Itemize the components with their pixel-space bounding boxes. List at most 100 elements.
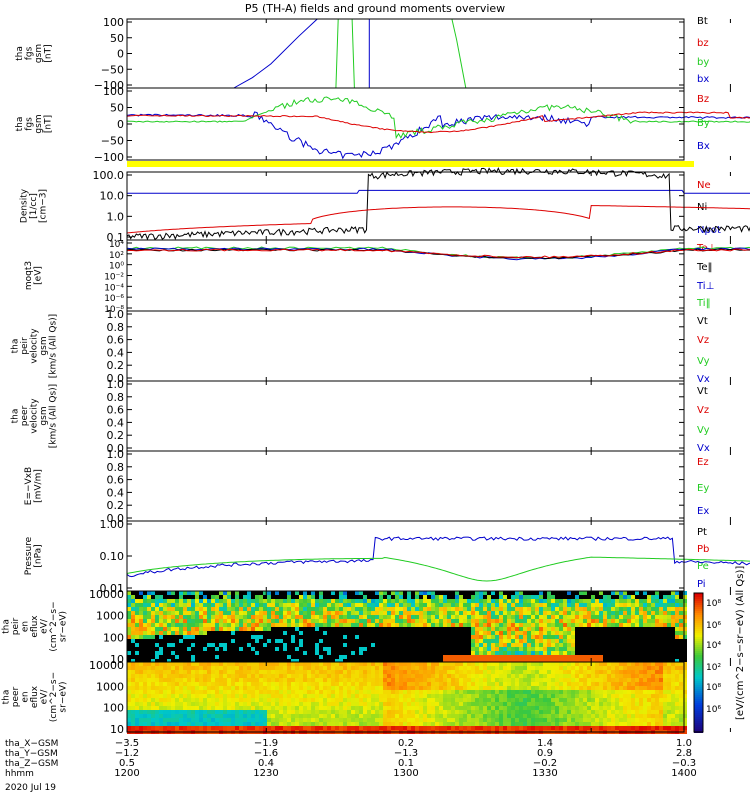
colorbar-cell (694, 723, 703, 725)
series-by (451, 18, 467, 89)
ylabel-line: gsm (34, 114, 44, 133)
ylabel-line: eflux (30, 615, 40, 638)
legend-Pi: Pi (697, 579, 706, 590)
colorbar-cell (694, 711, 703, 713)
colorbar-cell (694, 653, 703, 655)
xaxis-value: 1330 (532, 768, 557, 779)
ytick-label: 0.10 (100, 550, 125, 563)
panel-frame (126, 450, 685, 522)
colorbar-cell (694, 647, 703, 649)
ytick-label: 0.8 (107, 461, 125, 474)
colorbar-cell (694, 623, 703, 625)
colorbar-cell (694, 627, 703, 629)
colorbar-cell (694, 687, 703, 689)
series-Ni (126, 167, 750, 241)
ylabel-peer-spectrogram: tha peer en eflux eV/(cm^2−s− sr−eV) (2, 672, 69, 722)
panel-frame (126, 18, 685, 89)
ylabel-line: peer (11, 686, 21, 707)
ylabel-line: tha (15, 46, 25, 61)
colorbar-cell (694, 709, 703, 711)
xaxis-value: 1300 (393, 768, 418, 779)
legend-Ez: Ez (697, 457, 709, 468)
ylabel-line: [eV] (34, 266, 44, 285)
xaxis-value: −1.9 (254, 738, 278, 749)
ylabel-pressure: Pressure [nPa] (24, 536, 44, 575)
ytick-label: 100 (103, 85, 124, 98)
colorbar-cell (694, 615, 703, 617)
xaxis-value: 1.0 (676, 738, 692, 749)
panel-frame (126, 661, 685, 733)
ytick-label: 50 (110, 32, 124, 45)
ylabel-line: velocity (30, 398, 40, 434)
colorbar-cell (694, 705, 703, 707)
colorbar-cell (694, 651, 703, 653)
ylabel-line: sr−eV) (59, 681, 69, 712)
ylabel-line: tha (2, 690, 12, 705)
colorbar-tick: 10⁶ (706, 621, 721, 631)
colorbar-cell (694, 645, 703, 647)
ytick-label: 100 (103, 16, 124, 29)
ytick-label: 10² (109, 251, 124, 261)
colorbar-cell (694, 609, 703, 611)
ylabel-fgs-ecs: tha fgs gsm [nT] (15, 114, 54, 133)
legend-By: By (697, 118, 710, 129)
legend-Ex: Ex (697, 506, 709, 517)
colorbar-cell (694, 679, 703, 681)
colorbar-cell (694, 599, 703, 601)
xaxis-value: 0.9 (537, 748, 553, 759)
ylabel-line: [cm−3] (39, 189, 49, 223)
colorbar-cell (694, 617, 703, 619)
colorbar-cell (694, 631, 703, 633)
colorbar-cell (694, 619, 703, 621)
ylabel-fgs-bt: tha fgs gsm [nT] (15, 44, 54, 63)
xaxis-value: −1.3 (394, 748, 418, 759)
xaxis-value: 0.1 (398, 758, 414, 769)
panel-frame (126, 310, 685, 382)
spectrogram-peir (127, 591, 687, 663)
ytick-label: 100.0 (93, 169, 125, 182)
ytick-label: 0.6 (107, 474, 125, 487)
colorbar-tick: 10⁴ (706, 641, 721, 651)
legend-Bx: Bx (697, 141, 710, 152)
ytick-label: 0.01 (100, 582, 125, 595)
colorbar-cell (694, 635, 703, 637)
xaxis-date: 2020 Jul 19 (5, 783, 56, 793)
colorbar-cell (694, 683, 703, 685)
colorbar-cell (694, 669, 703, 671)
colorbar-cell (694, 685, 703, 687)
legend-by: by (697, 57, 709, 68)
xaxis-value: −0.3 (672, 758, 696, 769)
series-Pi (126, 536, 750, 578)
xaxis-value: 0.5 (119, 758, 135, 769)
ytick-label: 0.2 (107, 499, 125, 512)
series-Ne (126, 204, 750, 234)
colorbar-cell (694, 657, 703, 659)
legend-Ne: Ne (697, 180, 711, 191)
ylabel-line: sr−eV) (59, 611, 69, 642)
colorbar-cell (694, 663, 703, 665)
colorbar-frame (693, 592, 704, 733)
series-Pe (126, 556, 750, 582)
ylabel-line: gsm (39, 336, 49, 355)
colorbar-cell (694, 633, 703, 635)
ytick-label: 10 (110, 653, 124, 666)
yellow-bar (127, 161, 694, 167)
colorbar-cell (694, 655, 703, 657)
colorbar-cell (694, 643, 703, 645)
ytick-label: 1.00 (100, 518, 125, 531)
ylabel-line: fgs (25, 46, 35, 60)
ytick-label: 1.0 (107, 448, 125, 461)
colorbar-cell (694, 697, 703, 699)
xaxis-row-label: tha_X−GSM (5, 739, 58, 749)
ylabel-line: [nT] (44, 44, 54, 62)
ylabel-line: [nT] (44, 115, 54, 133)
ytick-label: 1.0 (107, 210, 125, 223)
colorbar-cell (694, 719, 703, 721)
ylabel-line: eV/ (40, 689, 50, 705)
ylabel-line: tha (11, 339, 21, 354)
xaxis-value: 0.4 (258, 758, 274, 769)
colorbar-cell (694, 621, 703, 623)
colorbar-cell (694, 715, 703, 717)
panel-frame (126, 520, 685, 592)
colorbar-cell (694, 725, 703, 727)
